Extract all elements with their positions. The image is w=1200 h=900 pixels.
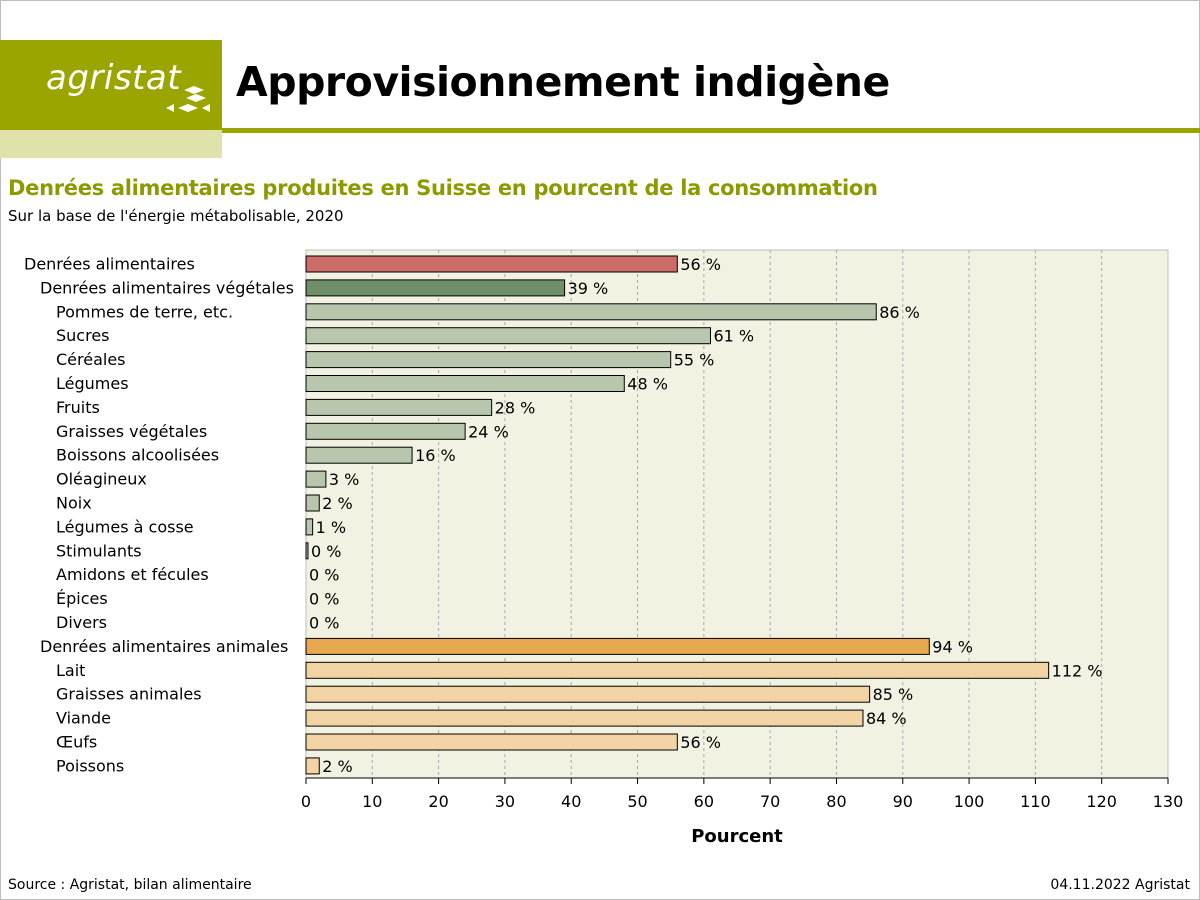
- x-tick-label: 90: [893, 792, 913, 811]
- category-label: Denrées alimentaires végétales: [40, 278, 294, 297]
- category-label: Graisses animales: [56, 685, 202, 704]
- category-label: Viande: [56, 709, 111, 728]
- category-label: Lait: [56, 661, 85, 680]
- logo-text: agristat: [46, 58, 182, 98]
- category-label: Pommes de terre, etc.: [56, 302, 233, 321]
- footer-source: Source : Agristat, bilan alimentaire: [8, 877, 252, 893]
- category-label: Poissons: [56, 756, 124, 775]
- data-label: 0 %: [311, 542, 341, 561]
- bar: [305, 733, 678, 751]
- chart-subtitle: Sur la base de l'énergie métabolisable, …: [8, 207, 344, 225]
- data-label: 85 %: [873, 685, 914, 704]
- bar: [305, 255, 678, 273]
- bar: [305, 327, 711, 345]
- category-label: Stimulants: [56, 541, 142, 560]
- x-axis-label: Pourcent: [691, 826, 783, 847]
- data-label: 48 %: [627, 375, 668, 394]
- bar: [305, 494, 320, 512]
- data-label: 112 %: [1052, 661, 1103, 680]
- data-label: 56 %: [680, 255, 721, 274]
- category-label: Fruits: [56, 398, 100, 417]
- bar: [305, 637, 930, 655]
- data-label: 39 %: [568, 279, 609, 298]
- data-label: 1 %: [316, 518, 346, 537]
- bar: [305, 375, 625, 392]
- data-label: 94 %: [932, 637, 973, 656]
- category-label: Épices: [56, 589, 108, 608]
- category-label: Légumes: [56, 374, 129, 393]
- data-label: 0 %: [309, 614, 339, 633]
- bar: [305, 518, 314, 536]
- category-label: Oléagineux: [56, 470, 147, 489]
- x-tick-label: 50: [627, 792, 647, 811]
- data-label: 24 %: [468, 422, 509, 441]
- x-tick-label: 30: [495, 792, 515, 811]
- x-tick-label: 60: [694, 792, 714, 811]
- category-label: Amidons et fécules: [56, 565, 209, 584]
- data-label: 55 %: [674, 351, 715, 370]
- logo-box: [0, 40, 222, 130]
- bar: [305, 351, 672, 369]
- page-title: Approvisionnement indigène: [236, 58, 890, 106]
- data-label: 84 %: [866, 709, 907, 728]
- data-label: 16 %: [415, 446, 456, 465]
- bar: [305, 470, 327, 488]
- data-label: 28 %: [495, 398, 536, 417]
- x-tick-label: 40: [561, 792, 581, 811]
- data-label: 61 %: [713, 327, 754, 346]
- category-label: Céréales: [56, 350, 126, 369]
- bar: [305, 398, 493, 416]
- data-label: 2 %: [322, 757, 352, 776]
- chart-title: Denrées alimentaires produites en Suisse…: [8, 176, 878, 200]
- data-label: 86 %: [879, 303, 920, 322]
- category-label: Denrées alimentaires: [24, 255, 195, 274]
- x-tick-label: 10: [362, 792, 382, 811]
- bar: [305, 422, 466, 440]
- category-label: Œufs: [56, 733, 97, 752]
- category-label: Boissons alcoolisées: [56, 446, 219, 465]
- bar: [305, 303, 877, 321]
- x-tick-label: 0: [301, 792, 311, 811]
- category-label: Graisses végétales: [56, 422, 207, 441]
- footer-date: 04.11.2022 Agristat: [1050, 877, 1190, 893]
- bar: [305, 446, 413, 464]
- x-tick-label: 130: [1153, 792, 1184, 811]
- category-label: Denrées alimentaires animales: [40, 637, 288, 656]
- x-tick-label: 80: [826, 792, 846, 811]
- bar: [305, 279, 566, 297]
- bar: [305, 685, 871, 703]
- x-tick-label: 110: [1020, 792, 1051, 811]
- category-label: Divers: [56, 613, 107, 632]
- title-underline: [222, 128, 1200, 133]
- logo-strip: [0, 130, 222, 158]
- data-label: 3 %: [329, 470, 359, 489]
- x-tick-label: 100: [954, 792, 985, 811]
- bar: [305, 661, 1050, 679]
- category-label: Sucres: [56, 326, 110, 345]
- data-label: 0 %: [309, 590, 339, 609]
- x-tick-label: 120: [1086, 792, 1117, 811]
- x-tick-label: 70: [760, 792, 780, 811]
- data-label: 56 %: [680, 733, 721, 752]
- category-label: Noix: [56, 494, 92, 513]
- data-label: 2 %: [322, 494, 352, 513]
- data-label: 0 %: [309, 566, 339, 585]
- bar: [305, 757, 320, 775]
- bar: [305, 542, 309, 560]
- bar: [305, 709, 864, 727]
- category-label: Légumes à cosse: [56, 517, 194, 536]
- x-tick-label: 20: [428, 792, 448, 811]
- agristat-logo-icon: [166, 86, 210, 112]
